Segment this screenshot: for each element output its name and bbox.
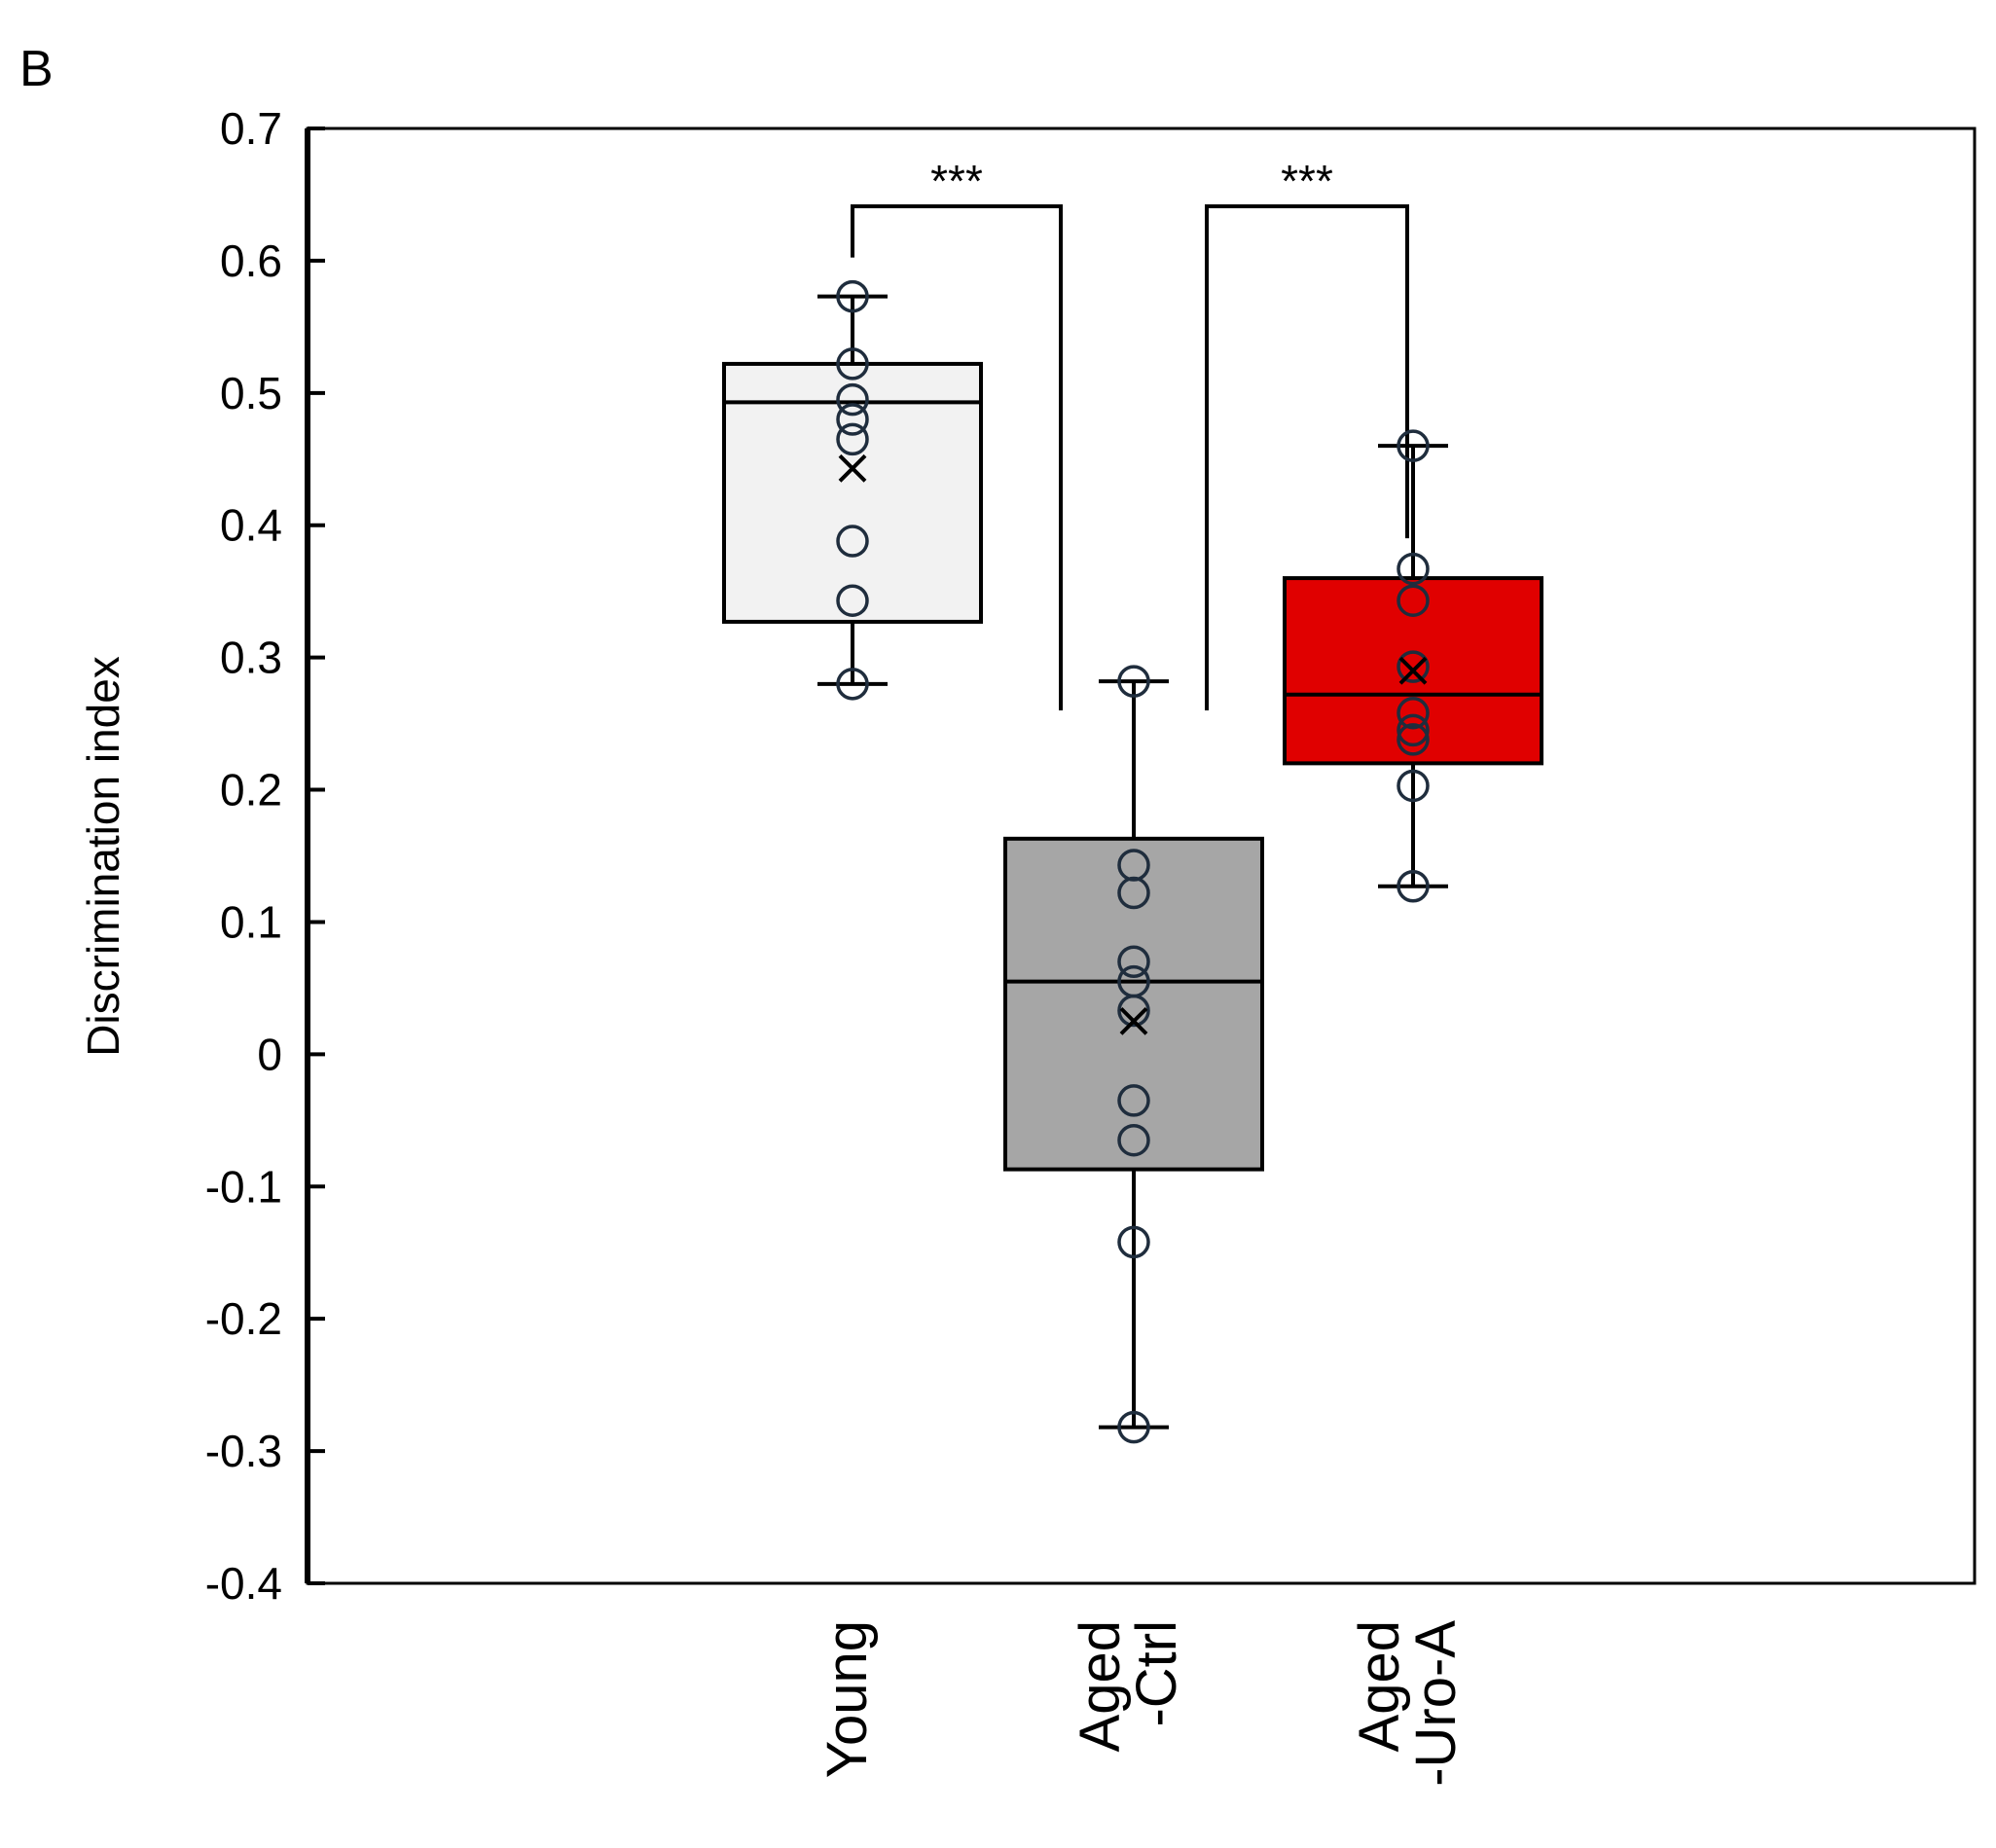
data-point bbox=[1117, 1225, 1150, 1259]
data-point bbox=[836, 347, 869, 380]
data-point bbox=[836, 403, 869, 436]
y-tick-label: -0.4 bbox=[205, 1558, 282, 1609]
y-tick-label: -0.1 bbox=[205, 1161, 282, 1212]
x-category-label: -Ctrl bbox=[1125, 1620, 1188, 1727]
data-point bbox=[1397, 723, 1430, 756]
box-plots bbox=[722, 279, 1543, 1444]
data-point bbox=[1117, 994, 1150, 1028]
data-point bbox=[1397, 552, 1430, 586]
y-tick-label: 0.2 bbox=[220, 765, 282, 815]
data-point bbox=[836, 668, 869, 701]
y-tick-label: 0.3 bbox=[220, 633, 282, 683]
x-category-label: Aged bbox=[1348, 1620, 1411, 1752]
data-point bbox=[1117, 876, 1150, 910]
y-tick-label: 0.1 bbox=[220, 896, 282, 947]
mean-marker bbox=[1119, 1006, 1148, 1035]
panel-label: B bbox=[19, 41, 54, 97]
significance-label: *** bbox=[930, 156, 983, 206]
data-point bbox=[1397, 870, 1430, 903]
y-tick-label: -0.3 bbox=[205, 1426, 282, 1476]
significance-label: *** bbox=[1281, 156, 1333, 206]
data-point bbox=[1117, 1410, 1150, 1444]
significance-bracket: *** bbox=[1205, 156, 1409, 710]
data-point bbox=[1117, 1123, 1150, 1157]
data-point bbox=[1397, 429, 1430, 462]
x-axis-labels: Young Aged-Ctrl Aged-Uro-A bbox=[816, 1620, 1468, 1787]
y-tick-label: 0.7 bbox=[220, 103, 282, 154]
data-point bbox=[1397, 696, 1430, 730]
y-tick-label: 0.6 bbox=[220, 236, 282, 286]
data-point bbox=[1397, 650, 1430, 683]
box-group bbox=[1283, 429, 1543, 903]
x-category-label: Young bbox=[816, 1620, 879, 1778]
data-point bbox=[1397, 713, 1430, 747]
data-point bbox=[1397, 584, 1430, 617]
mean-marker bbox=[838, 453, 867, 483]
data-point bbox=[836, 422, 869, 456]
data-point bbox=[836, 525, 869, 558]
data-point bbox=[1117, 665, 1150, 698]
y-tick-label: 0 bbox=[257, 1029, 282, 1079]
data-point bbox=[1397, 769, 1430, 803]
box-group bbox=[1003, 665, 1264, 1444]
mean-marker bbox=[1398, 656, 1428, 685]
y-axis-title: Discrimination index bbox=[78, 656, 128, 1057]
box bbox=[1003, 836, 1264, 1172]
data-point bbox=[1117, 1084, 1150, 1117]
significance-annotations: *** *** bbox=[851, 156, 1409, 710]
y-tick-label: 0.5 bbox=[220, 368, 282, 418]
data-point bbox=[1117, 945, 1150, 978]
y-axis: 0.7 0.6 0.5 0.4 0.3 0.2 0.1 0 -0.1 -0.2 -0.3 -0.4 bbox=[205, 103, 325, 1609]
data-point bbox=[836, 584, 869, 617]
box-group bbox=[722, 279, 983, 701]
x-category-label: -Uro-A bbox=[1404, 1620, 1468, 1787]
data-point bbox=[836, 279, 869, 313]
y-tick-label: -0.2 bbox=[205, 1293, 282, 1344]
significance-bracket: *** bbox=[851, 156, 1063, 710]
x-category-label: Aged bbox=[1069, 1620, 1132, 1752]
y-tick-label: 0.4 bbox=[220, 500, 282, 551]
data-point bbox=[836, 382, 869, 417]
